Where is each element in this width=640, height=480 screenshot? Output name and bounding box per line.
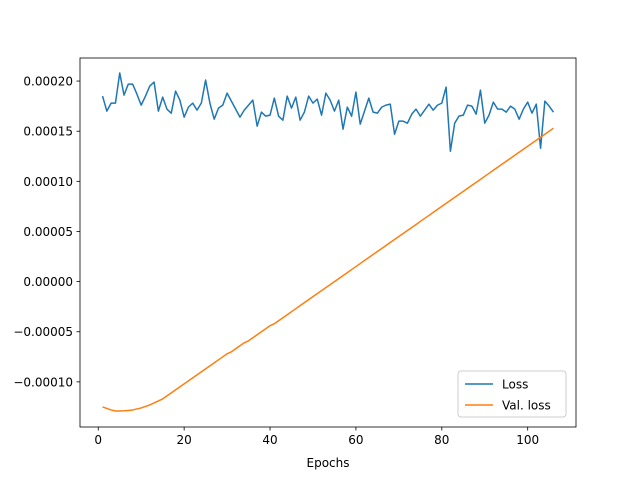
y-tick-label: 0.00020 <box>23 75 73 89</box>
series-layer <box>101 72 555 412</box>
y-tick-label: 0.00005 <box>23 225 73 239</box>
axes-frame <box>79 57 577 428</box>
y-tick-label: −0.00005 <box>13 325 73 339</box>
x-tick-label: 20 <box>176 433 191 447</box>
series-line-val-loss <box>102 127 554 412</box>
x-tick-label: 80 <box>434 433 449 447</box>
x-tick-label: 60 <box>348 433 363 447</box>
y-axis-ticks: −0.00010 −0.00005 0.00000 0.00005 0.00010 0.0… <box>13 75 80 389</box>
legend-label: Val. loss <box>502 399 551 413</box>
y-tick-label: −0.00010 <box>13 375 73 389</box>
y-tick-label: 0.00000 <box>23 275 73 289</box>
x-tick-label: 0 <box>94 433 102 447</box>
legend-label: Loss <box>502 378 528 392</box>
x-tick-label: 100 <box>516 433 539 447</box>
series-line-loss <box>101 72 555 152</box>
legend: Loss Val. loss <box>457 370 567 418</box>
y-tick-label: 0.00010 <box>23 175 73 189</box>
x-axis-label: Epochs <box>307 456 350 470</box>
x-axis-ticks: 0 20 40 60 80 100 <box>94 427 539 447</box>
y-tick-label: 0.00015 <box>23 125 73 139</box>
x-tick-label: 40 <box>262 433 277 447</box>
